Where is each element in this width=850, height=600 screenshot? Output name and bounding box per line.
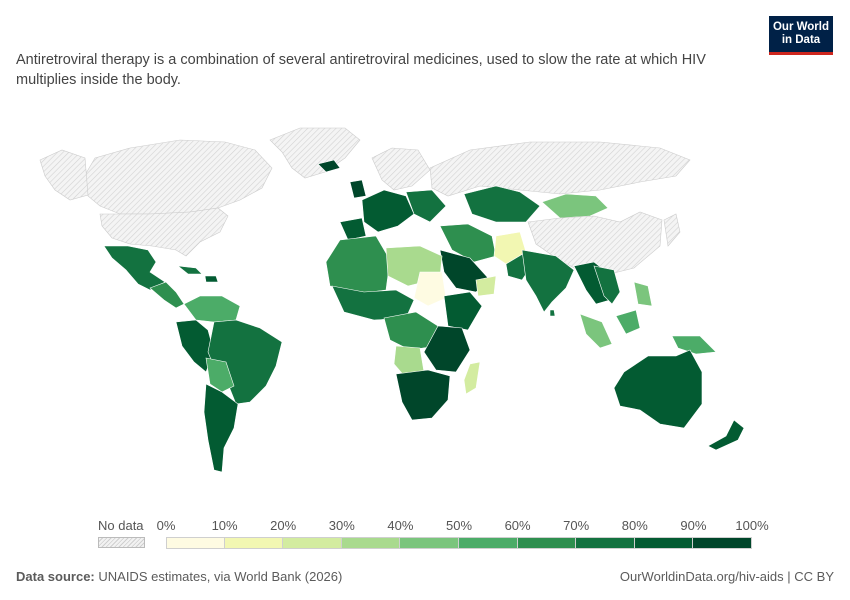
region-sri-lanka[interactable] [549,309,556,317]
region-southern-africa[interactable] [395,369,451,421]
region-sahel[interactable] [331,285,415,321]
region-north-africa-west[interactable] [325,235,391,295]
region-australia[interactable] [613,349,703,429]
region-scandinavia[interactable] [371,147,431,191]
region-madagascar[interactable] [463,361,481,395]
region-indochina[interactable] [593,265,621,305]
chart-subtitle: Antiretroviral therapy is a combination … [16,52,706,88]
data-source-label: Data source: [16,569,95,584]
region-india[interactable] [521,249,575,313]
region-greenland[interactable] [269,127,361,179]
legend-tick-label: 30% [328,518,355,533]
legend-tick-label: 100% [735,518,769,533]
legend-no-data-label: No data [98,518,144,533]
logo-line-1: Our World [772,21,829,33]
region-kazakhstan[interactable] [463,185,541,223]
data-source-text: UNAIDS estimates, via World Bank (2026) [98,569,343,584]
legend-bin[interactable] [517,537,577,549]
region-central-america[interactable] [149,281,185,309]
legend-tick-label: 90% [680,518,707,533]
region-eastern-europe[interactable] [405,189,447,223]
color-legend: No data 0% 10% 20% 30% 40% 50% 60% 70% 80% 90% 100… [0,510,850,560]
legend-tick-label: 40% [387,518,414,533]
legend-bin[interactable] [224,537,284,549]
legend-bin[interactable] [458,537,518,549]
legend-bin[interactable] [341,537,401,549]
owid-logo[interactable]: Our World in Data [769,16,833,55]
region-new-guinea[interactable] [671,335,717,355]
legend-tick-label: 60% [504,518,531,533]
legend-tick-label: 50% [445,518,473,533]
logo-line-2: in Data [781,34,821,46]
legend-bin[interactable] [693,537,752,549]
legend-tick-label: 10% [211,518,238,533]
world-map [39,127,745,473]
region-borneo[interactable] [615,309,641,335]
region-ethiopia-horn[interactable] [443,291,483,331]
region-iberia[interactable] [339,217,367,241]
region-mexico[interactable] [103,245,166,291]
attribution-link[interactable]: OurWorldinData.org/hiv-aids | CC BY [619,569,834,584]
region-western-europe[interactable] [361,189,415,233]
region-uk-ireland[interactable] [349,179,367,199]
region-alaska[interactable] [39,149,89,201]
legend-bin[interactable] [634,537,694,549]
region-chile-argentina[interactable] [203,383,239,473]
legend-tick-label: 0% [156,518,176,533]
region-colombia-venezuela[interactable] [183,295,241,323]
region-japan[interactable] [663,213,681,247]
data-source: Data source: UNAIDS estimates, via World… [16,569,342,584]
region-bolivia-paraguay[interactable] [205,357,235,393]
legend-bin[interactable] [576,537,635,549]
region-caribbean[interactable] [177,265,203,275]
legend-no-data-swatch [98,537,145,548]
region-east-africa[interactable] [423,325,471,373]
region-new-zealand[interactable] [707,419,745,451]
region-malaysia-indonesia-west[interactable] [579,313,613,349]
region-canada[interactable] [84,139,273,215]
region-iceland[interactable] [317,159,341,173]
legend-bin[interactable] [166,537,225,549]
region-sudan[interactable] [413,271,447,307]
region-yemen-oman[interactable] [475,275,497,297]
region-usa[interactable] [99,207,229,257]
legend-bins [166,537,752,549]
legend-bin[interactable] [400,537,459,549]
legend-bin[interactable] [283,537,342,549]
legend-tick-label: 70% [563,518,590,533]
region-russia[interactable] [429,141,691,197]
region-hispaniola[interactable] [204,275,219,283]
legend-tick-label: 20% [270,518,297,533]
region-mongolia[interactable] [541,193,609,219]
region-philippines[interactable] [633,281,653,307]
legend-tick-label: 80% [621,518,648,533]
